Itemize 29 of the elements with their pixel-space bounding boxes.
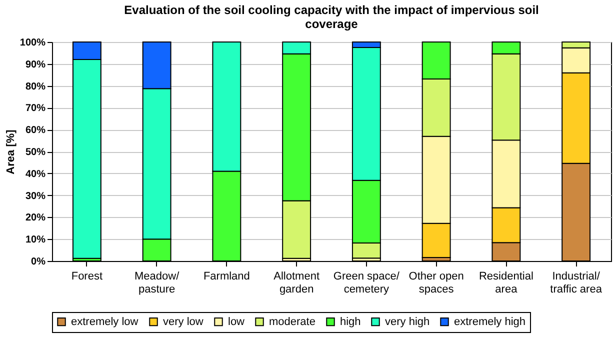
text: coverage [305, 17, 358, 31]
y-tick-label: 50% [25, 147, 46, 158]
y-tick-label: 10% [25, 234, 46, 246]
legend-label: very low [163, 316, 204, 328]
y-tick-label: 70% [25, 103, 46, 114]
x-tick-label: Other open spaces [408, 270, 464, 296]
y-tick-label: 60% [25, 125, 46, 136]
y-tick-label: 100% [20, 38, 46, 48]
x-tick-label: Farmland [203, 270, 250, 282]
y-axis-title: Area [%] [4, 129, 17, 174]
legend-label: very high [385, 316, 430, 328]
text: Evaluation of the soil cooling capacity with the impact of impervious soil [124, 3, 539, 17]
x-tick-label: Green space/ cemetery [333, 270, 400, 296]
legend-label: extremely low [71, 316, 138, 328]
x-tick-label: Industrial/ traffic area [550, 270, 603, 296]
y-tick-label: 40% [25, 168, 46, 180]
x-tick-label: Allotment garden [274, 270, 320, 296]
legend-label: moderate [269, 316, 316, 328]
legend-label: high [340, 316, 361, 328]
y-tick-label: 20% [25, 212, 46, 224]
x-tick-label: Meadow/ pasture [134, 270, 180, 296]
y-tick-label: 30% [25, 190, 46, 202]
x-tick-label: Residential area [478, 270, 534, 296]
x-tick-label: Forest [71, 270, 103, 282]
y-tick-label: 90% [25, 59, 46, 70]
y-tick-label: 0% [31, 256, 46, 268]
legend-label: extremely high [454, 316, 526, 328]
y-tick-label: 80% [25, 81, 46, 92]
legend-label: low [228, 316, 245, 328]
